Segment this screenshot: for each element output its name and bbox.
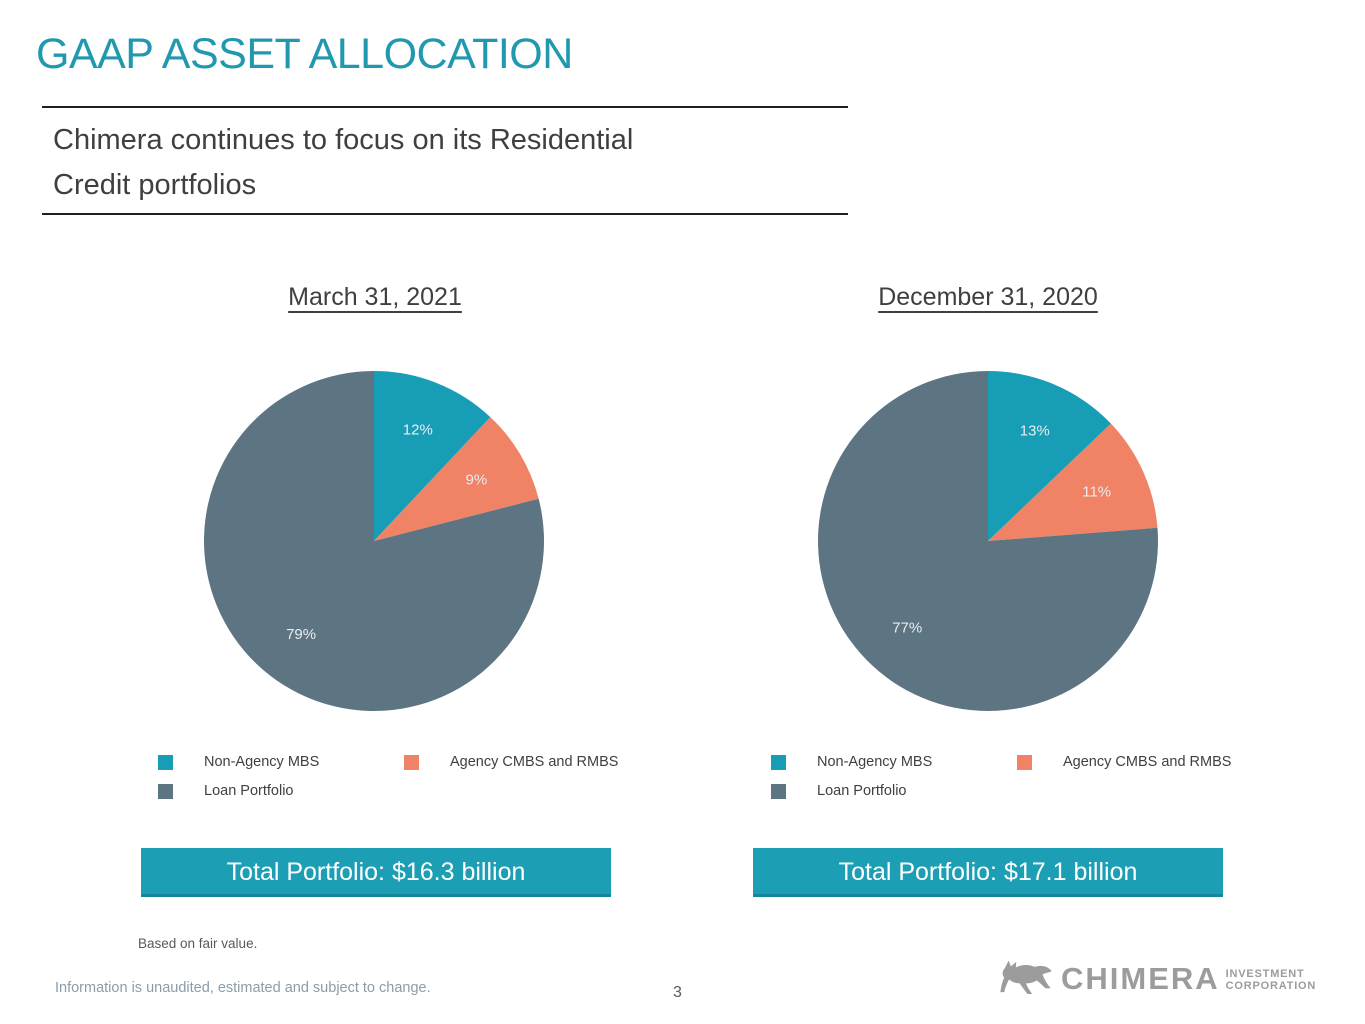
legend-label: Agency CMBS and RMBS [1063,754,1232,770]
pie-slice-label: 77% [892,619,922,636]
pie-slice-non-agency-mbs [374,371,491,541]
subtitle-line-1: Chimera continues to focus on its Reside… [53,124,634,156]
pie-slice-label: 79% [286,626,316,643]
legend-label: Non-Agency MBS [817,754,933,770]
pie-slice-label: 12% [403,421,433,438]
divider-line-top [42,106,848,108]
footnote-fair-value: Based on fair value. [138,936,258,951]
legend-swatch-icon [771,783,786,799]
total-portfolio-banner-december-2020: Total Portfolio: $17.1 billion [753,848,1223,897]
divider-line-bottom [42,213,848,215]
pie-slice-agency-cmbs-and-rmbs [988,423,1158,541]
chart-title-march-2021: March 31, 2021 [288,283,462,311]
legend-swatch-icon [404,754,419,770]
legend-swatch-icon [771,754,786,770]
footnote-unaudited: Information is unaudited, estimated and … [55,980,431,996]
legend-item-agency-cmbs-and-rmbs: Agency CMBS and RMBS [1017,754,1231,770]
legend-march-2021: Non-Agency MBS Agency CMBS and RMBS Loan P… [158,754,628,812]
legend-label: Loan Portfolio [204,783,294,799]
pie-slice-non-agency-mbs [988,371,1111,541]
legend-swatch-icon [158,754,173,770]
legend-item-non-agency-mbs: Non-Agency MBS [771,754,932,770]
legend-label: Non-Agency MBS [204,754,320,770]
logo-subtext-line-1: INVESTMENT [1225,968,1305,980]
legend-swatch-icon [158,783,173,799]
slide-subtitle: Chimera continues to focus on its Reside… [53,118,633,208]
legend-swatch-icon [1017,754,1032,770]
legend-item-loan-portfolio: Loan Portfolio [158,783,293,799]
legend-december-2020: Non-Agency MBS Agency CMBS and RMBS Loan P… [771,754,1241,812]
pie-chart-december-2020: 13% 11% 77% [818,371,1159,711]
legend-item-agency-cmbs-and-rmbs: Agency CMBS and RMBS [404,754,618,770]
pie-slice-label: 9% [466,471,488,488]
page-number: 3 [673,984,682,1001]
legend-item-loan-portfolio: Loan Portfolio [771,783,906,799]
subtitle-line-2: Credit portfolios [53,169,257,201]
legend-label: Agency CMBS and RMBS [450,754,619,770]
pie-slice-loan-portfolio [818,371,1159,711]
chart-title-december-2020: December 31, 2020 [878,283,1098,311]
logo-company-name: CHIMERA [1061,961,1220,996]
pie-slice-label: 11% [1082,483,1111,500]
pie-slice-label: 13% [1020,423,1050,440]
pie-slice-agency-cmbs-and-rmbs [374,417,539,541]
total-portfolio-banner-march-2021: Total Portfolio: $16.3 billion [141,848,611,897]
company-logo: CHIMERA INVESTMENT CORPORATION [995,957,1316,1001]
logo-subtext-line-2: CORPORATION [1225,980,1317,992]
chimera-beast-icon [1000,960,1052,995]
pie-slice-loan-portfolio [204,371,545,711]
legend-item-non-agency-mbs: Non-Agency MBS [158,754,319,770]
page-title: GAAP ASSET ALLOCATION [36,30,573,78]
logo-subtext: INVESTMENT CORPORATION [1226,968,1316,992]
pie-chart-march-2021: 12% 9% 79% [204,371,545,711]
legend-label: Loan Portfolio [817,783,907,799]
